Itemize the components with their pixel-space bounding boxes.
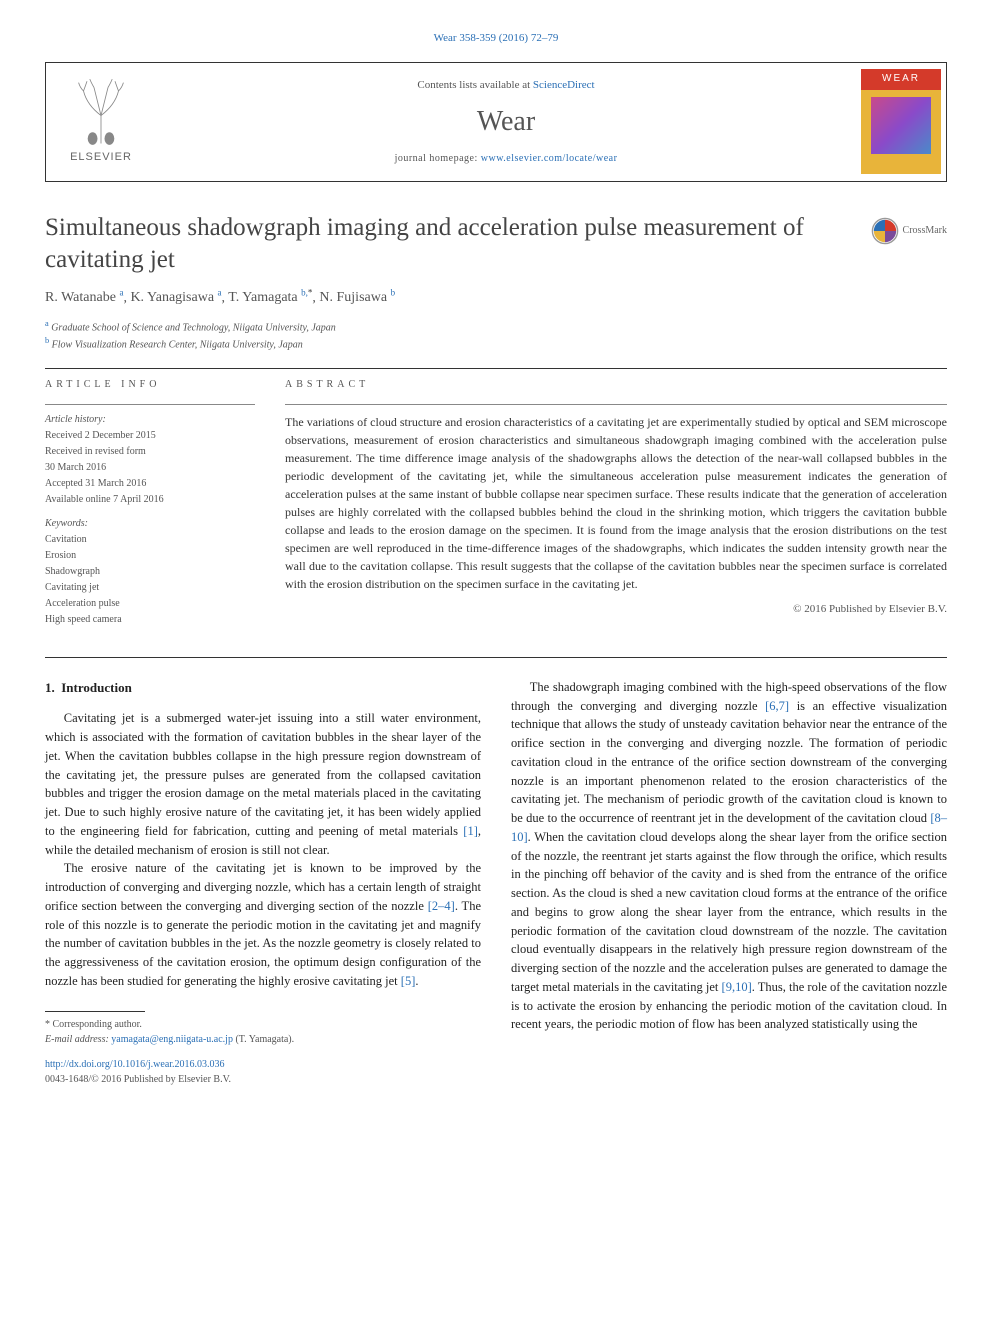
homepage-prefix: journal homepage: xyxy=(395,153,481,164)
ref-link[interactable]: [2–4] xyxy=(428,899,455,913)
section-heading: 1. Introduction xyxy=(45,678,481,698)
history-item: 30 March 2016 xyxy=(45,461,255,475)
email-link[interactable]: yamagata@eng.niigata-u.ac.jp xyxy=(111,1034,233,1045)
crossmark-badge[interactable]: CrossMark xyxy=(871,217,947,245)
homepage-line: journal homepage: www.elsevier.com/locat… xyxy=(395,151,618,166)
publisher-cell: ELSEVIER xyxy=(46,63,156,181)
body-para: Cavitating jet is a submerged water-jet … xyxy=(45,709,481,859)
divider xyxy=(285,404,947,405)
history-item: Available online 7 April 2016 xyxy=(45,493,255,507)
email-author: (T. Yamagata). xyxy=(233,1034,294,1045)
keyword: Acceleration pulse xyxy=(45,597,255,611)
ref-link[interactable]: [8–10] xyxy=(511,811,947,844)
history-item: Received in revised form xyxy=(45,445,255,459)
crossmark-label: CrossMark xyxy=(903,223,947,238)
ref-link[interactable]: [6,7] xyxy=(765,699,789,713)
divider xyxy=(45,368,947,369)
doi-link[interactable]: http://dx.doi.org/10.1016/j.wear.2016.03… xyxy=(45,1057,947,1072)
abstract: ABSTRACT The variations of cloud structu… xyxy=(285,377,947,637)
affiliations: a Graduate School of Science and Technol… xyxy=(45,318,947,353)
article-title: Simultaneous shadowgraph imaging and acc… xyxy=(45,212,851,277)
crossmark-icon xyxy=(871,217,899,245)
homepage-link[interactable]: www.elsevier.com/locate/wear xyxy=(481,153,618,164)
cover-title: WEAR xyxy=(861,71,941,86)
elsevier-tree-icon xyxy=(66,77,136,147)
publisher-name: ELSEVIER xyxy=(66,149,136,166)
cover-cell: WEAR xyxy=(856,63,946,181)
email-label: E-mail address: xyxy=(45,1034,111,1045)
article-info: ARTICLE INFO Article history: Received 2… xyxy=(45,377,255,637)
history-item: Received 2 December 2015 xyxy=(45,429,255,443)
corr-label: * Corresponding author. xyxy=(45,1017,481,1032)
citation-link[interactable]: Wear 358-359 (2016) 72–79 xyxy=(434,32,559,44)
keyword: Erosion xyxy=(45,549,255,563)
journal-cover-thumb: WEAR xyxy=(861,69,941,174)
history-label: Article history: xyxy=(45,413,255,427)
keyword: Cavitating jet xyxy=(45,581,255,595)
abstract-head: ABSTRACT xyxy=(285,377,947,392)
body-columns: 1. Introduction Cavitating jet is a subm… xyxy=(45,678,947,1047)
journal-name: Wear xyxy=(477,101,535,143)
ref-link[interactable]: [9,10] xyxy=(722,980,752,994)
author: N. Fujisawa b xyxy=(319,290,395,305)
keyword: Shadowgraph xyxy=(45,565,255,579)
divider xyxy=(45,657,947,658)
author: K. Yanagisawa a xyxy=(130,290,221,305)
footnote-separator xyxy=(45,1011,145,1012)
divider xyxy=(45,404,255,405)
corresponding-footnote: * Corresponding author. E-mail address: … xyxy=(45,1017,481,1047)
article-info-head: ARTICLE INFO xyxy=(45,377,255,392)
keyword: High speed camera xyxy=(45,613,255,627)
author-list: R. Watanabe a, K. Yanagisawa a, T. Yamag… xyxy=(45,287,947,309)
body-para: The shadowgraph imaging combined with th… xyxy=(511,678,947,1034)
body-para: The erosive nature of the cavitating jet… xyxy=(45,859,481,990)
ref-link[interactable]: [5] xyxy=(401,974,416,988)
keyword: Cavitation xyxy=(45,533,255,547)
history-item: Accepted 31 March 2016 xyxy=(45,477,255,491)
abstract-text: The variations of cloud structure and er… xyxy=(285,413,947,593)
abstract-copyright: © 2016 Published by Elsevier B.V. xyxy=(285,601,947,618)
affiliation: a Graduate School of Science and Technol… xyxy=(45,318,947,335)
affiliation: b Flow Visualization Research Center, Ni… xyxy=(45,335,947,352)
ref-link[interactable]: [1] xyxy=(463,824,478,838)
author: T. Yamagata b,* xyxy=(228,290,312,305)
header-center: Contents lists available at ScienceDirec… xyxy=(156,63,856,181)
journal-header: ELSEVIER Contents lists available at Sci… xyxy=(45,62,947,182)
contents-list-line: Contents lists available at ScienceDirec… xyxy=(417,77,594,94)
contents-prefix: Contents lists available at xyxy=(417,79,532,91)
citation-bar: Wear 358-359 (2016) 72–79 xyxy=(45,30,947,47)
keywords-label: Keywords: xyxy=(45,517,255,531)
elsevier-logo: ELSEVIER xyxy=(66,77,136,166)
author: R. Watanabe a xyxy=(45,290,123,305)
body-col-left: 1. Introduction Cavitating jet is a subm… xyxy=(45,678,481,1047)
cover-art xyxy=(871,97,931,154)
sciencedirect-link[interactable]: ScienceDirect xyxy=(533,79,595,91)
issn-line: 0043-1648/© 2016 Published by Elsevier B… xyxy=(45,1072,947,1087)
body-col-right: The shadowgraph imaging combined with th… xyxy=(511,678,947,1047)
